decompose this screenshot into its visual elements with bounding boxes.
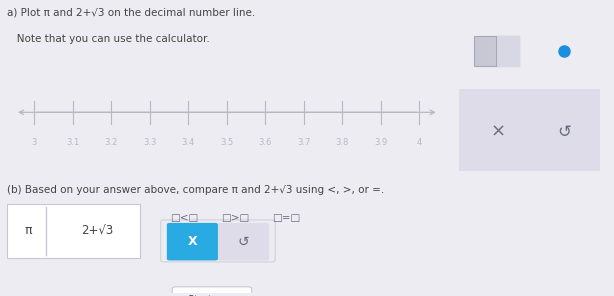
Text: 3.3: 3.3 bbox=[143, 139, 157, 147]
Text: 3.4: 3.4 bbox=[182, 139, 195, 147]
Text: 3.7: 3.7 bbox=[297, 139, 311, 147]
Text: 3.8: 3.8 bbox=[336, 139, 349, 147]
Text: 2+√3: 2+√3 bbox=[82, 224, 114, 237]
Text: 3: 3 bbox=[32, 139, 37, 147]
Text: ×: × bbox=[490, 123, 505, 141]
FancyBboxPatch shape bbox=[173, 287, 252, 296]
Polygon shape bbox=[473, 36, 519, 66]
Text: ↺: ↺ bbox=[238, 235, 249, 249]
Text: 3.5: 3.5 bbox=[220, 139, 233, 147]
Text: 3.1: 3.1 bbox=[66, 139, 79, 147]
Text: 3.6: 3.6 bbox=[258, 139, 272, 147]
Text: ↺: ↺ bbox=[557, 123, 571, 141]
FancyBboxPatch shape bbox=[7, 204, 140, 258]
FancyBboxPatch shape bbox=[167, 223, 218, 260]
Text: 3.2: 3.2 bbox=[105, 139, 118, 147]
FancyBboxPatch shape bbox=[218, 223, 269, 260]
Text: Start over: Start over bbox=[188, 295, 236, 296]
Polygon shape bbox=[496, 36, 519, 66]
Text: □=□: □=□ bbox=[272, 213, 300, 223]
Text: 4: 4 bbox=[417, 139, 422, 147]
Text: Note that you can use the calculator.: Note that you can use the calculator. bbox=[7, 34, 210, 44]
Text: □<□: □<□ bbox=[170, 213, 198, 223]
Text: 3.9: 3.9 bbox=[375, 139, 387, 147]
Text: (b) Based on your answer above, compare π and 2+√3 using <, >, or =.: (b) Based on your answer above, compare … bbox=[7, 185, 384, 195]
Text: X: X bbox=[188, 235, 197, 248]
Text: π: π bbox=[25, 224, 32, 237]
Text: a) Plot π and 2+√3 on the decimal number line.: a) Plot π and 2+√3 on the decimal number… bbox=[7, 7, 255, 17]
FancyBboxPatch shape bbox=[459, 89, 600, 171]
Text: □>□: □>□ bbox=[221, 213, 249, 223]
